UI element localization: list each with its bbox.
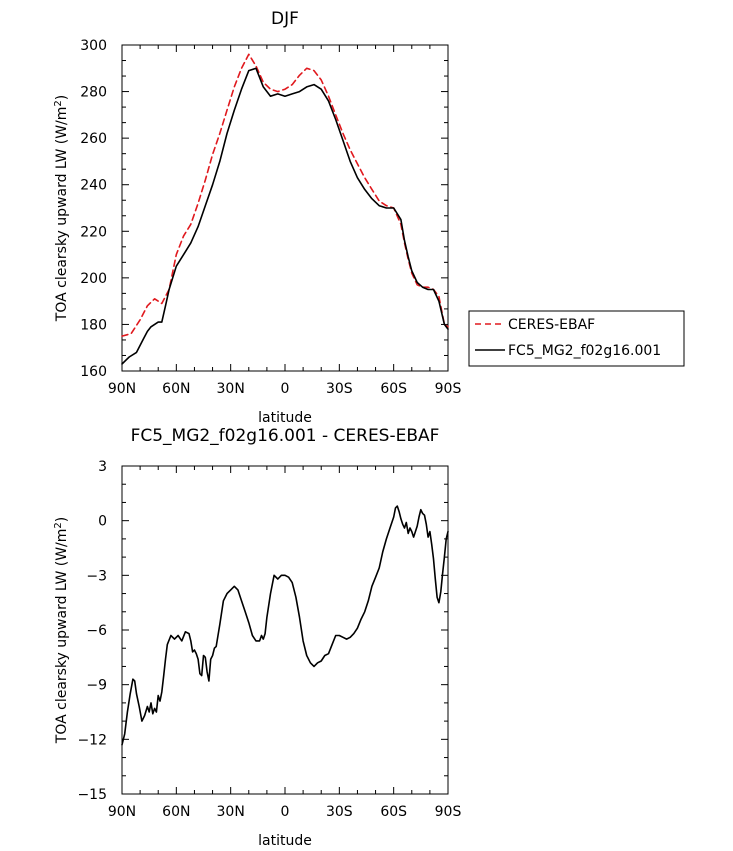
bottom-x-tick-label-90n: 90N: [108, 804, 136, 820]
bottom-x-axis-label: latitude: [258, 833, 312, 849]
bottom-y-tick-label-3: −3: [86, 568, 107, 584]
bottom-y-axis-label-end: ): [54, 517, 70, 522]
bottom-panel: FC5_MG2_f02g16.001 - CERES-EBAF 90N 60N 30…: [53, 426, 462, 849]
bottom-x-tick-label-0: 0: [281, 804, 290, 820]
bottom-series-lines: [121, 505, 449, 746]
top-y-tick-label-280: 280: [80, 85, 107, 101]
bottom-y-tick-labels: 3 0 −3 −6 −9 −12 −15: [77, 459, 107, 803]
top-y-axis-label-main: TOA clearsky upward LW (W/m: [54, 107, 70, 323]
bottom-series-line-fc5-mg2-f02g16-001-ceres-ebaf: [121, 505, 449, 746]
top-y-tick-label-220: 220: [80, 224, 107, 240]
bottom-tick-marks: [121, 465, 449, 795]
bottom-x-tick-labels: 90N 60N 30N 0 30S 60S 90S: [108, 804, 462, 820]
bottom-x-tick-label-60n: 60N: [162, 804, 190, 820]
top-x-axis-label: latitude: [258, 410, 312, 426]
top-y-tick-label-200: 200: [80, 271, 107, 287]
top-x-tick-label-30s: 30S: [326, 381, 353, 397]
bottom-y-tick-label-3: 3: [98, 459, 107, 475]
legend-box: [468, 310, 685, 367]
top-x-tick-labels: 90N 60N 30N 0 30S 60S 90S: [108, 381, 462, 397]
bottom-y-tick-label-0: 0: [98, 514, 107, 530]
bottom-x-tick-label-90s: 90S: [435, 804, 462, 820]
bottom-y-tick-label-15: −15: [77, 787, 107, 803]
bottom-x-tick-label-60s: 60S: [380, 804, 407, 820]
legend: CERES-EBAF FC5_MG2_f02g16.001: [468, 310, 685, 367]
top-x-tick-label-30n: 30N: [217, 381, 245, 397]
top-tick-marks: [121, 44, 449, 372]
top-y-tick-label-160: 160: [80, 364, 107, 380]
top-panel: DJF 90N 60N 30N 0 30S 60S 90S 160 180 200 220 240 2…: [53, 9, 685, 426]
top-y-tick-label-260: 260: [80, 131, 107, 147]
top-x-tick-label-90s: 90S: [435, 381, 462, 397]
bottom-chart-title: FC5_MG2_f02g16.001 - CERES-EBAF: [131, 426, 440, 446]
top-x-tick-label-0: 0: [281, 381, 290, 397]
legend-label-ceres-ebaf: CERES-EBAF: [508, 317, 595, 333]
top-y-tick-label-240: 240: [80, 178, 107, 194]
top-y-axis-label-end: ): [54, 95, 70, 100]
bottom-y-tick-label-9: −9: [86, 678, 107, 694]
top-plot-frame: [121, 44, 449, 372]
bottom-y-axis-label: TOA clearsky upward LW (W/m2): [53, 517, 71, 744]
top-y-tick-label-180: 180: [80, 317, 107, 333]
bottom-y-tick-label-6: −6: [86, 623, 107, 639]
bottom-y-axis-label-sup: 2: [53, 522, 64, 528]
bottom-y-tick-label-12: −12: [77, 732, 107, 748]
top-y-axis-label: TOA clearsky upward LW (W/m2): [53, 95, 71, 322]
top-chart-title: DJF: [271, 9, 299, 29]
bottom-y-axis-label-main: TOA clearsky upward LW (W/m: [54, 529, 70, 745]
top-x-tick-label-60n: 60N: [162, 381, 190, 397]
bottom-x-tick-label-30s: 30S: [326, 804, 353, 820]
bottom-plot-frame: [121, 465, 449, 795]
top-y-tick-label-300: 300: [80, 38, 107, 54]
bottom-x-tick-label-30n: 30N: [217, 804, 245, 820]
top-x-tick-label-60s: 60S: [380, 381, 407, 397]
top-y-tick-labels: 160 180 200 220 240 260 280 300: [80, 38, 107, 380]
top-series-lines: [121, 53, 449, 365]
top-y-axis-label-sup: 2: [53, 100, 64, 106]
top-x-tick-label-90n: 90N: [108, 381, 136, 397]
legend-label-fc5-mg2: FC5_MG2_f02g16.001: [508, 343, 661, 359]
top-series-line-fc5-mg2-f02g16-001: [121, 67, 449, 365]
